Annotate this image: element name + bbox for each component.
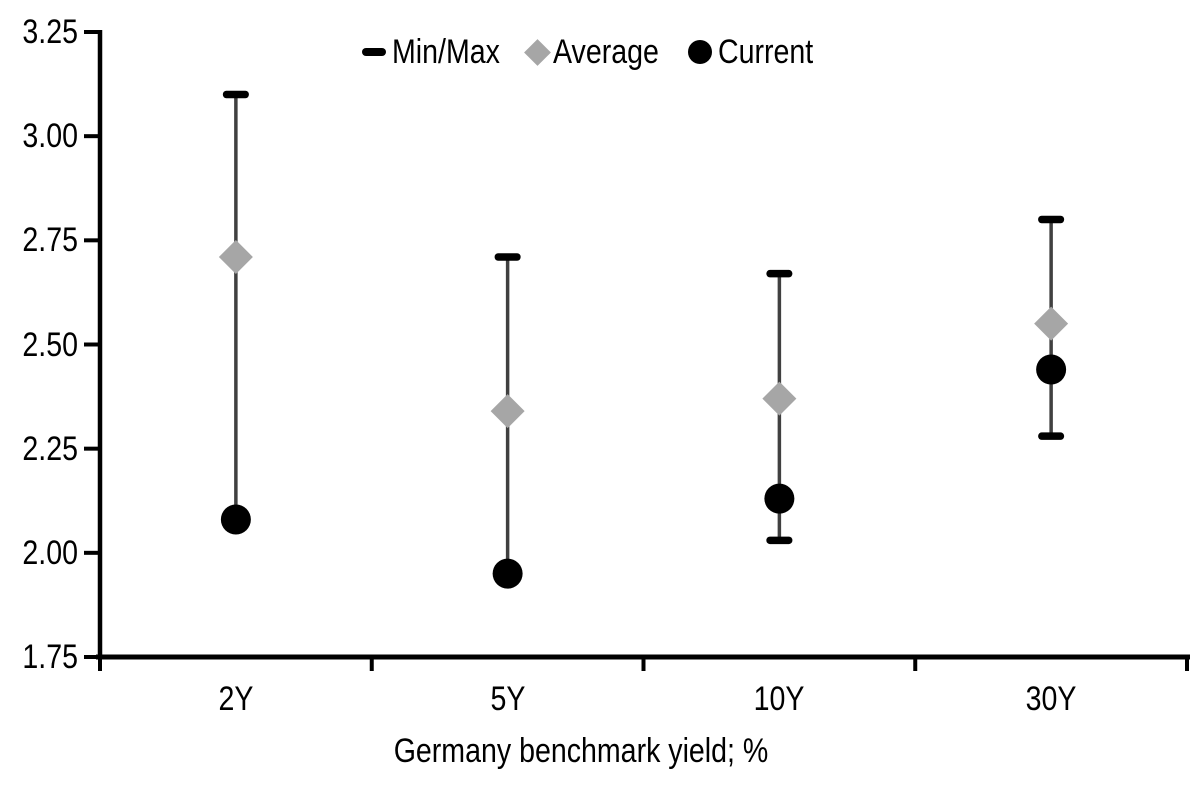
y-tick-label: 2.75: [22, 221, 78, 259]
current-marker-5Y: [492, 558, 523, 589]
y-tick-label: 3.00: [22, 117, 78, 155]
current-marker-30Y: [1036, 354, 1067, 385]
x-category-label: 10Y: [753, 680, 805, 718]
current-marker-2Y: [220, 504, 251, 535]
average-marker-5Y: [490, 394, 525, 429]
y-tick-label: 2.00: [22, 534, 78, 572]
max-cap-2Y: [222, 90, 249, 99]
average-diamond-icon: [524, 38, 552, 66]
y-tick-label: 2.25: [22, 430, 78, 468]
min-cap-30Y: [1038, 432, 1065, 440]
max-cap-30Y: [1038, 215, 1065, 224]
max-cap-5Y: [494, 253, 521, 261]
legend-label-minmax: Min/Max: [392, 33, 500, 71]
legend: Min/Max Average Current: [362, 34, 831, 70]
minmax-dash-icon: [362, 48, 386, 56]
x-axis-title: Germany benchmark yield; %: [393, 732, 769, 770]
average-marker-2Y: [218, 240, 253, 274]
average-marker-30Y: [1034, 306, 1069, 341]
max-cap-10Y: [766, 269, 793, 278]
legend-item-current: Current: [687, 33, 831, 71]
legend-item-average: Average: [524, 33, 679, 71]
x-category-label: 2Y: [218, 680, 254, 718]
current-circle-icon: [687, 40, 712, 64]
legend-label-current: Current: [717, 33, 813, 71]
y-tick-label: 1.75: [22, 638, 78, 676]
current-marker-10Y: [764, 483, 795, 514]
x-category-label: 5Y: [490, 680, 526, 718]
min-cap-10Y: [766, 536, 793, 545]
y-tick-label: 3.25: [22, 13, 78, 51]
legend-label-average: Average: [553, 33, 660, 71]
y-tick-label: 2.50: [22, 326, 78, 364]
legend-item-minmax: Min/Max: [362, 35, 520, 69]
average-marker-10Y: [762, 381, 797, 416]
x-category-label: 30Y: [1025, 680, 1077, 718]
